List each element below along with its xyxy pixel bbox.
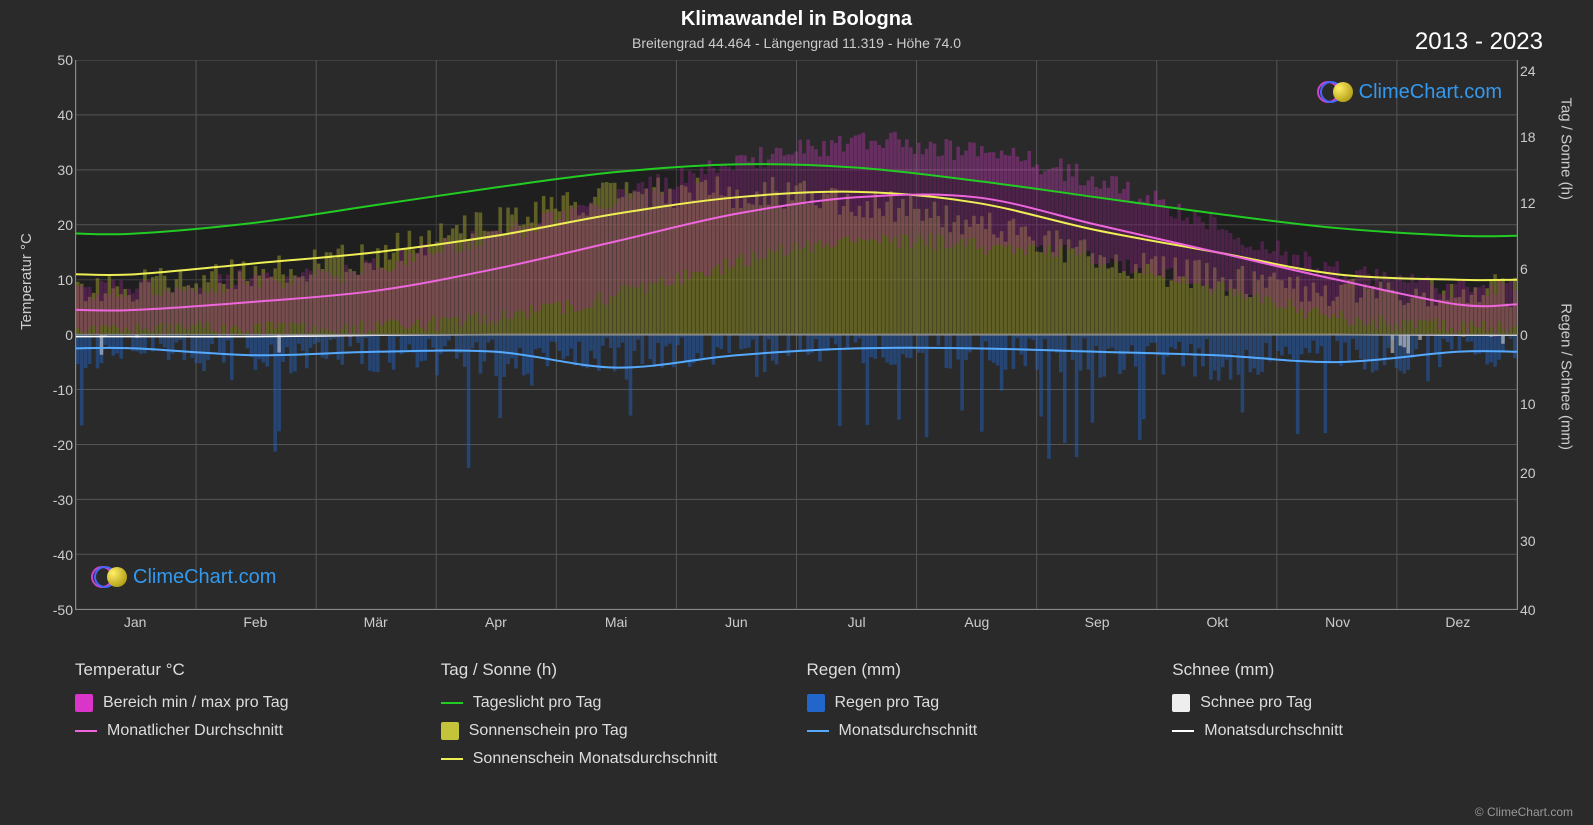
month-tick: Okt [1206, 614, 1228, 630]
legend-label: Tageslicht pro Tag [473, 694, 602, 712]
y-left-tick: 30 [45, 162, 73, 178]
logo-icon [1317, 78, 1353, 106]
y-right-tick: 10 [1520, 396, 1545, 412]
y-left-tick: -50 [45, 602, 73, 618]
legend-group: Regen (mm) Regen pro Tag Monatsdurchschnit… [807, 660, 1153, 778]
month-tick: Jul [848, 614, 866, 630]
legend-label: Schnee pro Tag [1200, 694, 1312, 712]
legend-item: Sonnenschein Monatsdurchschnitt [441, 750, 787, 768]
legend-item: Monatsdurchschnitt [807, 722, 1153, 740]
month-tick: Sep [1085, 614, 1110, 630]
y-left-tick: 20 [45, 217, 73, 233]
y-right-tick: 12 [1520, 195, 1545, 211]
y-right-tick: 30 [1520, 533, 1545, 549]
watermark-top: ClimeChart.com [1317, 78, 1502, 106]
legend-group-title: Regen (mm) [807, 660, 1153, 680]
y-right-tick: 20 [1520, 465, 1545, 481]
month-tick: Jan [124, 614, 147, 630]
watermark-bottom: ClimeChart.com [91, 563, 276, 591]
month-tick: Nov [1325, 614, 1350, 630]
watermark-text: ClimeChart.com [133, 566, 276, 589]
y-axis-right-bottom-label: Regen / Schnee (mm) [1558, 303, 1575, 450]
month-tick: Dez [1445, 614, 1470, 630]
y-left-tick: 10 [45, 272, 73, 288]
legend-swatch [807, 694, 825, 712]
legend-item: Schnee pro Tag [1172, 694, 1518, 712]
y-left-tick: 40 [45, 107, 73, 123]
legend-label: Sonnenschein pro Tag [469, 722, 628, 740]
legend-swatch [441, 758, 463, 761]
y-left-tick: 50 [45, 52, 73, 68]
y-right-tick: 18 [1520, 129, 1545, 145]
y-left-tick: -40 [45, 547, 73, 563]
copyright: © ClimeChart.com [1475, 805, 1573, 819]
month-tick: Feb [243, 614, 267, 630]
legend-swatch [75, 694, 93, 712]
watermark-text: ClimeChart.com [1359, 81, 1502, 104]
legend-item: Monatlicher Durchschnitt [75, 722, 421, 740]
legend-swatch [1172, 694, 1190, 712]
month-tick: Jun [725, 614, 748, 630]
chart-subtitle: Breitengrad 44.464 - Längengrad 11.319 -… [0, 31, 1593, 51]
legend-swatch [807, 730, 829, 733]
y-left-tick: 0 [45, 327, 73, 343]
chart-title: Klimawandel in Bologna [0, 0, 1593, 31]
y-axis-left-label: Temperatur °C [18, 233, 35, 330]
legend-item: Monatsdurchschnitt [1172, 722, 1518, 740]
legend-label: Regen pro Tag [835, 694, 940, 712]
legend-item: Sonnenschein pro Tag [441, 722, 787, 740]
y-right-tick: 0 [1520, 327, 1545, 343]
legend-swatch [441, 722, 459, 740]
legend-item: Bereich min / max pro Tag [75, 694, 421, 712]
y-left-tick: -10 [45, 382, 73, 398]
legend-group-title: Temperatur °C [75, 660, 421, 680]
legend-group: Temperatur °C Bereich min / max pro Tag Mo… [75, 660, 421, 778]
y-axis-right-top-label: Tag / Sonne (h) [1558, 97, 1575, 200]
logo-icon [91, 563, 127, 591]
legend-swatch [441, 702, 463, 705]
month-tick: Mai [605, 614, 628, 630]
month-tick: Apr [485, 614, 507, 630]
legend-label: Sonnenschein Monatsdurchschnitt [473, 750, 718, 768]
y-right-tick: 40 [1520, 602, 1545, 618]
legend-item: Tageslicht pro Tag [441, 694, 787, 712]
legend-label: Monatlicher Durchschnitt [107, 722, 283, 740]
y-left-tick: -20 [45, 437, 73, 453]
legend-group: Tag / Sonne (h) Tageslicht pro Tag Sonnens… [441, 660, 787, 778]
year-range: 2013 - 2023 [1415, 28, 1543, 56]
legend-group-title: Schnee (mm) [1172, 660, 1518, 680]
legend-group-title: Tag / Sonne (h) [441, 660, 787, 680]
legend-label: Bereich min / max pro Tag [103, 694, 289, 712]
legend: Temperatur °C Bereich min / max pro Tag Mo… [75, 660, 1518, 778]
y-right-tick: 6 [1520, 261, 1545, 277]
legend-item: Regen pro Tag [807, 694, 1153, 712]
y-right-tick: 24 [1520, 63, 1545, 79]
legend-label: Monatsdurchschnitt [839, 722, 978, 740]
month-tick: Aug [964, 614, 989, 630]
month-tick: Mär [364, 614, 388, 630]
y-left-tick: -30 [45, 492, 73, 508]
legend-group: Schnee (mm) Schnee pro Tag Monatsdurchschn… [1172, 660, 1518, 778]
chart-plot-area: ClimeChart.com ClimeChart.com [75, 60, 1518, 610]
chart-svg [76, 60, 1517, 609]
legend-label: Monatsdurchschnitt [1204, 722, 1343, 740]
legend-swatch [75, 730, 97, 733]
legend-swatch [1172, 730, 1194, 733]
